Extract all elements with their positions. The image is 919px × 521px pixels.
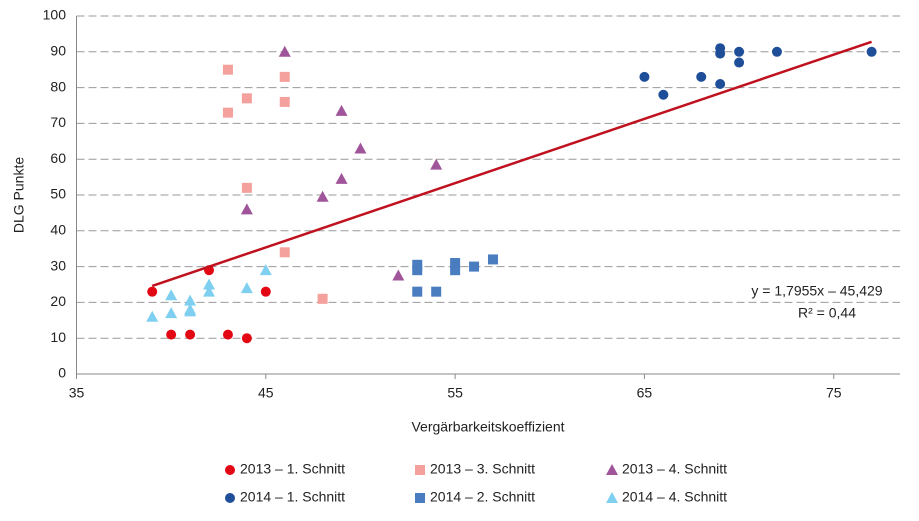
data-point <box>658 89 669 100</box>
y-tick-label: 40 <box>50 222 66 238</box>
x-axis-label: Vergärbarkeitskoeffizient <box>411 419 564 435</box>
data-point <box>185 329 196 340</box>
data-point <box>278 45 291 57</box>
y-tick-label: 20 <box>50 293 66 309</box>
data-point <box>335 172 348 184</box>
data-point <box>184 305 197 317</box>
data-point <box>412 259 423 270</box>
data-point <box>240 282 253 294</box>
legend-marker <box>225 493 235 503</box>
x-tick-label: 65 <box>637 385 653 401</box>
data-point <box>184 294 197 306</box>
data-point <box>279 247 290 258</box>
legend-marker <box>415 493 425 503</box>
data-point <box>696 71 707 82</box>
y-tick-label: 100 <box>43 7 67 23</box>
data-point <box>165 307 178 319</box>
legend-label: 2013 – 3. Schnitt <box>430 461 535 477</box>
data-point <box>430 158 443 170</box>
legend-marker <box>415 465 425 475</box>
trendline <box>151 40 873 288</box>
y-tick-label: 70 <box>50 114 66 130</box>
data-point <box>771 46 782 57</box>
y-tick-label: 10 <box>50 329 66 345</box>
y-tick-label: 90 <box>50 43 66 59</box>
legend-marker <box>606 464 618 475</box>
data-point <box>203 285 216 297</box>
legend-label: 2014 – 4. Schnitt <box>622 489 727 505</box>
x-tick-label: 55 <box>447 385 463 401</box>
data-point <box>147 286 158 297</box>
data-point <box>241 93 252 104</box>
legend-label: 2014 – 1. Schnitt <box>240 489 345 505</box>
data-point <box>317 293 328 304</box>
data-point <box>715 48 726 59</box>
legend-marker <box>225 465 235 475</box>
y-tick-label: 60 <box>50 150 66 166</box>
data-point <box>734 57 745 68</box>
x-tick-label: 35 <box>69 385 85 401</box>
data-point <box>335 104 348 116</box>
y-tick-label: 50 <box>50 186 66 202</box>
data-point <box>392 269 405 281</box>
y-axis-label: DLG Punkte <box>11 157 27 233</box>
data-point <box>241 333 252 344</box>
data-point <box>450 258 461 269</box>
data-point <box>241 182 252 193</box>
data-point <box>279 96 290 107</box>
x-tick-label: 45 <box>258 385 274 401</box>
data-point <box>715 79 726 90</box>
data-point <box>450 265 461 276</box>
data-point <box>166 329 177 340</box>
data-point <box>222 107 233 118</box>
data-point <box>412 286 423 297</box>
data-point <box>260 286 271 297</box>
data-point <box>354 142 367 154</box>
data-point <box>240 203 253 215</box>
data-point <box>146 310 159 322</box>
legend-label: 2014 – 2. Schnitt <box>430 489 535 505</box>
data-point <box>222 64 233 75</box>
data-point <box>639 71 650 82</box>
data-point <box>487 254 498 265</box>
data-point <box>222 329 233 340</box>
legend-marker <box>606 492 618 503</box>
x-tick-label: 75 <box>826 385 842 401</box>
equation: y = 1,7955x – 45,429 <box>751 283 882 299</box>
data-point <box>203 278 216 290</box>
legend-label: 2013 – 1. Schnitt <box>240 461 345 477</box>
legend-label: 2013 – 4. Schnitt <box>622 461 727 477</box>
y-tick-label: 80 <box>50 78 66 94</box>
y-tick-label: 30 <box>50 257 66 273</box>
data-point <box>259 264 272 276</box>
r-squared: R² = 0,44 <box>798 305 856 321</box>
data-point <box>165 289 178 301</box>
data-point <box>866 46 877 57</box>
data-point <box>734 46 745 57</box>
y-tick-label: 0 <box>58 365 66 381</box>
data-point <box>469 261 480 272</box>
data-point <box>316 190 329 202</box>
data-point <box>412 265 423 276</box>
data-point <box>279 71 290 82</box>
data-point <box>431 286 442 297</box>
